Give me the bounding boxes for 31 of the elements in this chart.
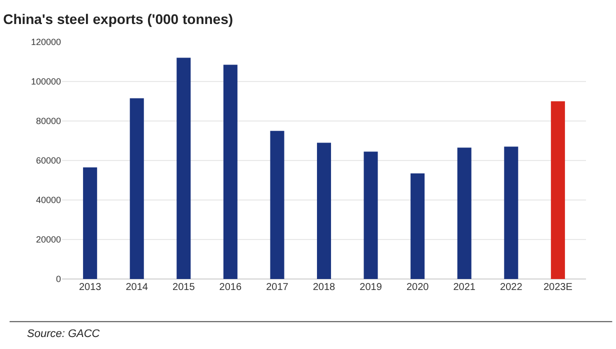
x-tick-label: 2018	[312, 282, 336, 293]
bar	[316, 142, 332, 279]
bar	[83, 167, 98, 279]
x-tick-label: 2015	[172, 282, 196, 293]
bar	[223, 64, 238, 279]
x-tick-label: 2017	[266, 282, 289, 293]
x-tick-label: 2023E	[543, 282, 573, 293]
y-tick-label: 120000	[30, 37, 61, 48]
x-tick-label: 2021	[453, 282, 476, 293]
x-tick-label: 2020	[406, 282, 430, 293]
bar	[130, 98, 144, 279]
x-tick-label: 2022	[500, 282, 523, 293]
y-tick-label: 100000	[30, 76, 61, 87]
bar	[364, 152, 378, 279]
bar	[504, 146, 518, 279]
chart-title: China's steel exports ('000 tonnes)	[3, 10, 234, 27]
x-tick-label: 2013	[78, 282, 102, 293]
bar	[457, 148, 472, 279]
x-tick-label: 2016	[219, 282, 242, 293]
x-tick-label: 2014	[126, 282, 148, 293]
y-tick-label: 80000	[36, 116, 61, 126]
y-tick-label: 20000	[36, 234, 61, 245]
source-note: Source: GACC	[27, 328, 100, 340]
bar	[550, 101, 565, 279]
bar	[176, 58, 191, 279]
x-tick-label: 2019	[360, 282, 382, 293]
bar	[410, 173, 425, 279]
y-tick-label: 40000	[36, 195, 61, 206]
y-tick-label: 60000	[36, 156, 61, 166]
bar	[270, 130, 284, 279]
y-tick-label: 0	[56, 274, 61, 284]
